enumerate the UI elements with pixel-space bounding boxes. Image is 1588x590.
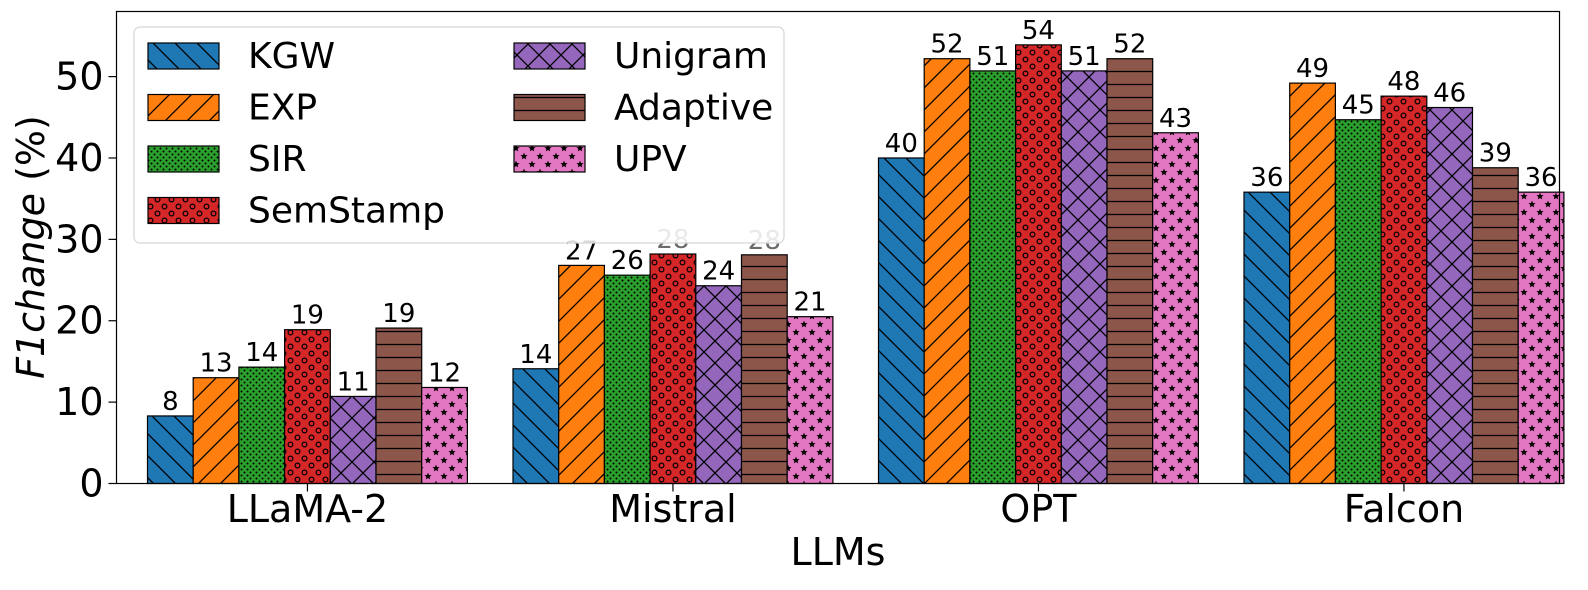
- y-tick-label-50: 50: [55, 55, 103, 99]
- x-tick-label-falcon: Falcon: [1344, 487, 1464, 531]
- bar-semstamp-llama-2-hatch: [284, 329, 331, 485]
- legend-swatch-semstamp-hatch: [147, 196, 220, 225]
- bar-upv-opt-hatch: [1152, 132, 1199, 485]
- bar-semstamp-falcon-hatch: [1380, 95, 1428, 485]
- x-tick-label-llama-2: LLaMA-2: [227, 487, 388, 531]
- legend-label-semstamp: SemStamp: [248, 191, 445, 232]
- legend-label-sir: SIR: [248, 139, 306, 180]
- bar-adaptive-falcon-hatch: [1471, 167, 1519, 485]
- data-label-unigram-falcon: 46: [1433, 79, 1466, 109]
- data-label-kgw-llama-2: 8: [162, 387, 179, 417]
- bar-unigram-falcon-hatch: [1426, 106, 1474, 485]
- data-label-upv-falcon: 36: [1525, 163, 1558, 193]
- bar-sir-llama-2-hatch: [238, 366, 286, 485]
- bar-upv-llama-2-hatch: [421, 386, 469, 485]
- bar-adaptive-opt-hatch: [1106, 58, 1154, 485]
- x-tick-label-opt: OPT: [1000, 487, 1077, 531]
- data-label-sir-opt: 51: [976, 42, 1009, 72]
- y-axis-title: F1change (%): [9, 115, 53, 379]
- data-label-exp-llama-2: 13: [200, 349, 233, 379]
- data-label-unigram-opt: 51: [1068, 42, 1101, 72]
- bar-semstamp-opt-hatch: [1014, 44, 1062, 485]
- legend: KGW EXP SIR SemStamp Unigram Adaptive UPV: [133, 26, 785, 244]
- bar-exp-falcon-hatch: [1289, 82, 1336, 485]
- bar-upv-mistral-hatch: [786, 316, 834, 485]
- bar-kgw-llama-2-hatch: [146, 415, 194, 485]
- bar-sir-falcon-hatch: [1334, 119, 1382, 485]
- data-label-exp-opt: 52: [931, 30, 964, 60]
- data-label-upv-mistral: 21: [794, 288, 827, 318]
- plot-frame: [115, 10, 1561, 485]
- x-tick-label-mistral: Mistral: [609, 487, 737, 531]
- bar-kgw-opt-hatch: [877, 157, 925, 485]
- data-label-kgw-opt: 40: [885, 129, 918, 159]
- x-axis: LLaMA-2 Mistral OPT Falcon: [227, 483, 1464, 531]
- x-axis-title: LLMs: [791, 530, 886, 574]
- y-tick-label-40: 40: [55, 136, 103, 180]
- bar-semstamp-mistral-hatch: [649, 253, 697, 485]
- data-label-adaptive-llama-2: 19: [382, 299, 415, 329]
- bar-unigram-llama-2-hatch: [329, 395, 377, 485]
- data-label-sir-mistral: 26: [611, 246, 644, 276]
- data-label-upv-opt: 43: [1159, 104, 1192, 134]
- bar-kgw-mistral-hatch: [512, 368, 560, 485]
- data-label-unigram-llama-2: 11: [337, 367, 370, 397]
- legend-swatch-kgw-hatch: [147, 42, 220, 70]
- data-label-kgw-mistral: 14: [519, 340, 552, 370]
- data-label-sir-llama-2: 14: [245, 338, 278, 368]
- data-label-sir-falcon: 45: [1342, 91, 1375, 121]
- data-label-unigram-mistral: 24: [702, 257, 735, 287]
- data-label-semstamp-opt: 54: [1022, 16, 1055, 46]
- bar-sir-opt-hatch: [969, 70, 1017, 485]
- y-tick-label-0: 0: [79, 462, 103, 506]
- legend-swatch-unigram-hatch: [513, 42, 586, 70]
- bar-exp-opt-hatch: [923, 58, 971, 485]
- data-label-semstamp-falcon: 48: [1387, 67, 1420, 97]
- y-axis-title-suffix: (%): [9, 115, 53, 193]
- legend-label-adaptive: Adaptive: [614, 88, 773, 129]
- legend-label-exp: EXP: [248, 88, 317, 129]
- y-tick-label-20: 20: [55, 299, 103, 343]
- data-label-kgw-falcon: 36: [1250, 163, 1283, 193]
- bar-sir-mistral-hatch: [603, 274, 651, 485]
- data-label-exp-falcon: 49: [1296, 54, 1329, 84]
- data-label-semstamp-llama-2: 19: [291, 301, 324, 331]
- bar-exp-llama-2-hatch: [192, 377, 240, 485]
- bar-upv-falcon-hatch: [1517, 191, 1565, 485]
- bar-unigram-mistral-hatch: [695, 285, 743, 485]
- legend-box: [133, 26, 785, 244]
- legend-label-kgw: KGW: [248, 36, 335, 77]
- legend-swatch-exp-hatch: [147, 93, 220, 122]
- y-tick-label-30: 30: [55, 217, 103, 261]
- legend-label-upv: UPV: [614, 139, 687, 180]
- legend-swatch-upv-hatch: [513, 145, 586, 173]
- bar-exp-mistral-hatch: [558, 264, 606, 485]
- bar-unigram-opt-hatch: [1060, 70, 1108, 485]
- data-label-upv-llama-2: 12: [428, 358, 461, 388]
- bar-adaptive-mistral-hatch: [740, 254, 788, 485]
- data-label-adaptive-falcon: 39: [1479, 139, 1512, 169]
- y-axis-title-italic: F1change: [9, 193, 53, 379]
- y-tick-label-10: 10: [55, 380, 103, 424]
- y-axis: 0 10 20 30 40 50: [55, 55, 117, 506]
- legend-swatch-sir-hatch: [147, 145, 220, 173]
- legend-swatch-adaptive-hatch: [513, 93, 586, 122]
- legend-label-unigram: Unigram: [614, 36, 768, 77]
- data-label-adaptive-opt: 52: [1113, 30, 1146, 60]
- bar-adaptive-llama-2-hatch: [375, 327, 423, 485]
- bar-kgw-falcon-hatch: [1243, 191, 1291, 485]
